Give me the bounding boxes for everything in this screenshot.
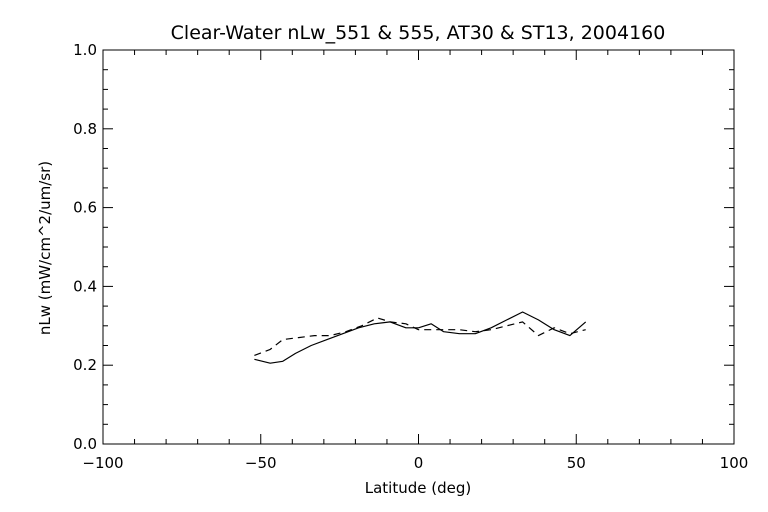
x-tick-label: −100	[82, 454, 123, 472]
x-tick-label: 100	[720, 454, 749, 472]
y-tick-label: 1.0	[73, 41, 97, 59]
y-tick-label: 0.6	[73, 199, 97, 217]
y-tick-label: 0.0	[73, 435, 97, 453]
y-tick-label: 0.4	[73, 277, 97, 295]
plot-border	[102, 49, 735, 445]
x-tick-label: −50	[245, 454, 277, 472]
x-tick-label: 0	[414, 454, 424, 472]
series-lines	[254, 311, 587, 364]
y-tick-label: 0.2	[73, 356, 97, 374]
x-axis-label: Latitude (deg)	[365, 479, 471, 497]
y-tick-label: 0.8	[73, 120, 97, 138]
x-tick-label: 50	[567, 454, 586, 472]
axis-ticks	[102, 49, 735, 445]
series-line-solid	[254, 311, 587, 364]
plot-frame	[102, 49, 735, 445]
tick-labels: −100 −50 0 50 100 0.0 0.2 0.4 0.6 0.8 1.0	[73, 41, 748, 472]
y-axis-label: nLw (mW/cm^2/um/sr)	[36, 161, 54, 335]
series-line-dashed	[254, 317, 586, 356]
chart-title: Clear-Water nLw_551 & 555, AT30 & ST13, …	[171, 22, 666, 44]
